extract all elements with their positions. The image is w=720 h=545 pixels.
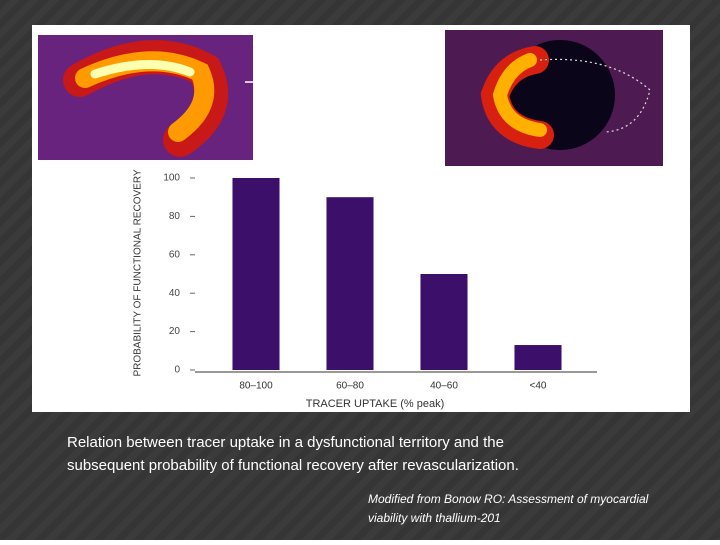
bar: [326, 197, 374, 370]
x-tick-label: 40–60: [430, 381, 458, 392]
y-tick-label: 20: [169, 326, 181, 337]
y-tick-label: 40: [169, 288, 181, 299]
x-tick-label: <40: [530, 381, 547, 392]
arrow: [564, 97, 684, 359]
caption: subsequent probability of functional rec…: [67, 457, 519, 474]
y-tick-label: 60: [169, 249, 181, 260]
source-note: Modified from Bonow RO: Assessment of my…: [368, 492, 649, 506]
arrow: [245, 81, 267, 174]
x-axis-title: TRACER UPTAKE (% peak): [306, 398, 445, 410]
source-note: viability with thallium-201: [368, 511, 501, 525]
bar: [420, 274, 468, 370]
x-tick-label: 80–100: [239, 381, 273, 392]
y-tick-label: 0: [174, 365, 180, 376]
y-axis-title: PROBABILITY OF FUNCTIONAL RECOVERY: [133, 169, 144, 376]
caption: Relation between tracer uptake in a dysf…: [67, 434, 504, 451]
x-tick-label: 60–80: [336, 381, 364, 392]
scan-left: [38, 35, 253, 160]
bar: [232, 178, 280, 370]
bar: [514, 345, 562, 370]
y-tick-label: 100: [163, 173, 180, 184]
scan-right: [445, 30, 663, 166]
y-tick-label: 80: [169, 211, 181, 222]
